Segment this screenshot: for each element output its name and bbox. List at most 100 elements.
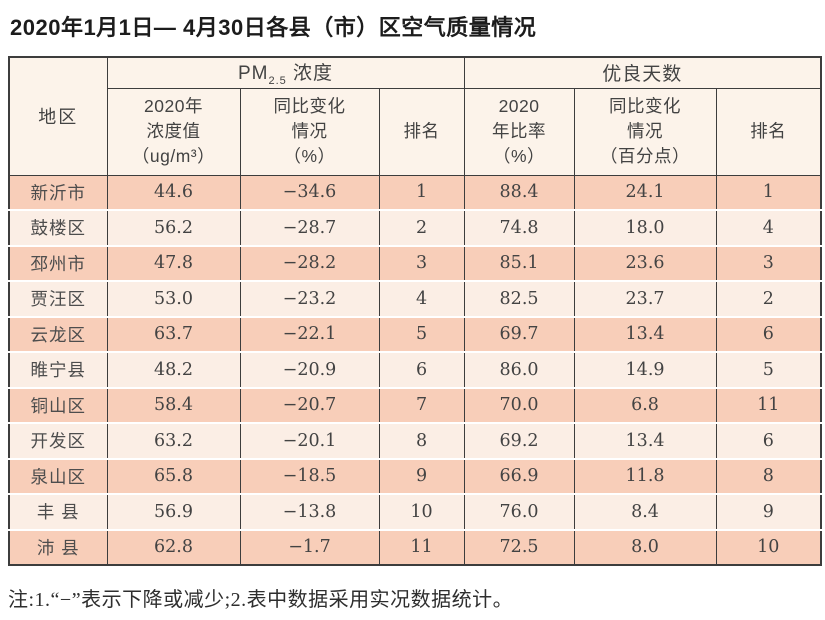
pm-rank-cell: 8 [378,422,465,460]
good-rank-cell: 6 [715,422,822,460]
good-change-cell: 13.4 [573,315,717,353]
pm-change-cell: −20.1 [239,422,380,460]
table-row: 贾汪区 53.0 −23.2 4 82.5 23.7 2 [8,280,822,318]
col-header-pm-rank: 排名 [378,87,465,176]
region-cell: 泉山区 [8,457,108,495]
good-rate-cell: 72.5 [463,528,575,566]
good-rate-cell: 76.0 [463,493,575,531]
table-row: 鼓楼区 56.2 −28.7 2 74.8 18.0 4 [8,209,822,247]
table-row: 沛 县 62.8 −1.7 11 72.5 8.0 10 [8,528,822,566]
table-row: 铜山区 58.4 −20.7 7 70.0 6.8 11 [8,386,822,424]
pm-rank-cell: 6 [378,351,465,389]
pm-rank-cell: 10 [378,493,465,531]
col-header-pm-change: 同比变化 情况 （%） [239,87,380,176]
col-header-good-rate: 2020 年比率 （%） [463,87,575,176]
good-change-cell: 23.7 [573,280,717,318]
good-change-cell: 18.0 [573,209,717,247]
pm-value-cell: 47.8 [106,244,241,282]
table-row: 开发区 63.2 −20.1 8 69.2 13.4 6 [8,422,822,460]
good-rank-cell: 8 [715,457,822,495]
table-header: 地区 PM2.5 浓度 优良天数 2020年 浓度值 （ug/m³） 同比变化 … [8,56,822,176]
air-quality-table: 地区 PM2.5 浓度 优良天数 2020年 浓度值 （ug/m³） 同比变化 … [8,55,823,567]
good-rank-cell: 11 [715,386,822,424]
region-cell: 贾汪区 [8,280,108,318]
good-rank-cell: 10 [715,528,822,566]
pm-rank-cell: 7 [378,386,465,424]
good-rate-cell: 85.1 [463,244,575,282]
region-cell: 新沂市 [8,174,108,211]
pm-change-cell: −28.7 [239,209,380,247]
pm-rank-cell: 11 [378,528,465,566]
good-rank-cell: 4 [715,209,822,247]
pm-rank-cell: 4 [378,280,465,318]
good-rank-cell: 1 [715,174,822,211]
pm-rank-cell: 9 [378,457,465,495]
page-title: 2020年1月1日— 4月30日各县（市）区空气质量情况 [10,15,537,40]
pm25-subscript: 2.5 [268,74,287,87]
pm-rank-cell: 3 [378,244,465,282]
pm-value-cell: 62.8 [106,528,241,566]
good-rank-cell: 2 [715,280,822,318]
table-row: 丰 县 56.9 −13.8 10 76.0 8.4 9 [8,493,822,531]
pm-change-cell: −20.9 [239,351,380,389]
pm-value-cell: 48.2 [106,351,241,389]
region-cell: 鼓楼区 [8,209,108,247]
region-cell: 睢宁县 [8,351,108,389]
good-change-cell: 23.6 [573,244,717,282]
good-change-cell: 6.8 [573,386,717,424]
good-rank-cell: 9 [715,493,822,531]
pm-change-cell: −22.1 [239,315,380,353]
good-rate-cell: 69.7 [463,315,575,353]
table-row: 泉山区 65.8 −18.5 9 66.9 11.8 8 [8,457,822,495]
pm-rank-cell: 2 [378,209,465,247]
col-header-pm-value: 2020年 浓度值 （ug/m³） [106,87,241,176]
pm-change-cell: −18.5 [239,457,380,495]
pm-value-cell: 58.4 [106,386,241,424]
col-header-good-change: 同比变化 情况 （百分点） [573,87,717,176]
region-cell: 丰 县 [8,493,108,531]
pm25-suffix: 浓度 [286,63,334,85]
pm-value-cell: 63.7 [106,315,241,353]
footnote: 注:1.“−”表示下降或减少;2.表中数据采用实况数据统计。 [8,589,514,612]
pm-change-cell: −34.6 [239,174,380,211]
pm-change-cell: −23.2 [239,280,380,318]
good-rank-cell: 5 [715,351,822,389]
good-change-cell: 14.9 [573,351,717,389]
good-change-cell: 13.4 [573,422,717,460]
pm-change-cell: −28.2 [239,244,380,282]
table-row: 云龙区 63.7 −22.1 5 69.7 13.4 6 [8,315,822,353]
good-change-cell: 11.8 [573,457,717,495]
region-cell: 沛 县 [8,528,108,566]
good-rate-cell: 88.4 [463,174,575,211]
good-rank-cell: 3 [715,244,822,282]
pm-change-cell: −13.8 [239,493,380,531]
good-rate-cell: 69.2 [463,422,575,460]
good-rate-cell: 82.5 [463,280,575,318]
good-change-cell: 24.1 [573,174,717,211]
pm-change-cell: −20.7 [239,386,380,424]
good-rate-cell: 74.8 [463,209,575,247]
pm-value-cell: 53.0 [106,280,241,318]
region-cell: 开发区 [8,422,108,460]
pm-rank-cell: 1 [378,174,465,211]
pm-value-cell: 56.9 [106,493,241,531]
table-row: 新沂市 44.6 −34.6 1 88.4 24.1 1 [8,174,822,211]
region-cell: 邳州市 [8,244,108,282]
pm-rank-cell: 5 [378,315,465,353]
good-change-cell: 8.0 [573,528,717,566]
pm-value-cell: 56.2 [106,209,241,247]
region-cell: 云龙区 [8,315,108,353]
pm-value-cell: 65.8 [106,457,241,495]
pm-value-cell: 63.2 [106,422,241,460]
table-row: 睢宁县 48.2 −20.9 6 86.0 14.9 5 [8,351,822,389]
region-cell: 铜山区 [8,386,108,424]
good-change-cell: 8.4 [573,493,717,531]
region-column-header: 地区 [8,56,108,176]
good-rate-cell: 66.9 [463,457,575,495]
pm25-label: PM [237,63,269,85]
group-header-row: 地区 PM2.5 浓度 优良天数 [8,56,822,176]
pm-value-cell: 44.6 [106,174,241,211]
table-body: 新沂市 44.6 −34.6 1 88.4 24.1 1 鼓楼区 56.2 −2… [8,174,822,566]
good-days-group-header: 优良天数 [463,56,822,89]
